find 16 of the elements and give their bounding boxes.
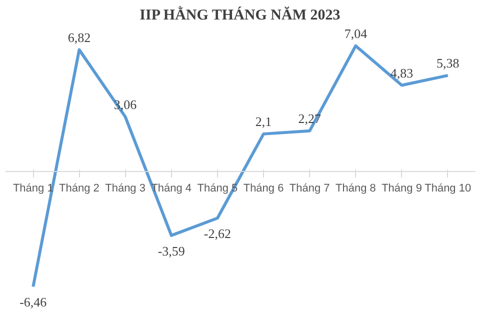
x-tick-label: Tháng 8 (336, 182, 376, 194)
x-tick-label: Tháng 6 (243, 182, 284, 194)
x-tick-label: Tháng 3 (105, 182, 146, 194)
data-label: -2,62 (204, 226, 232, 242)
data-label: 2,1 (255, 114, 272, 129)
data-label: -6,46 (20, 294, 48, 310)
data-label: -3,59 (158, 243, 185, 258)
data-label: 6,82 (68, 30, 91, 45)
x-tick-label: Tháng 10 (424, 182, 472, 194)
data-label: 5,38 (436, 55, 460, 70)
data-label: 4,83 (390, 65, 414, 80)
x-tick-label: Tháng 9 (382, 182, 422, 194)
x-tick-label: Tháng 2 (59, 182, 100, 194)
x-tick-label: Tháng 7 (289, 182, 330, 194)
chart-title: IIP HẰNG THÁNG NĂM 2023 (140, 6, 340, 24)
data-label: 7,04 (344, 26, 368, 41)
